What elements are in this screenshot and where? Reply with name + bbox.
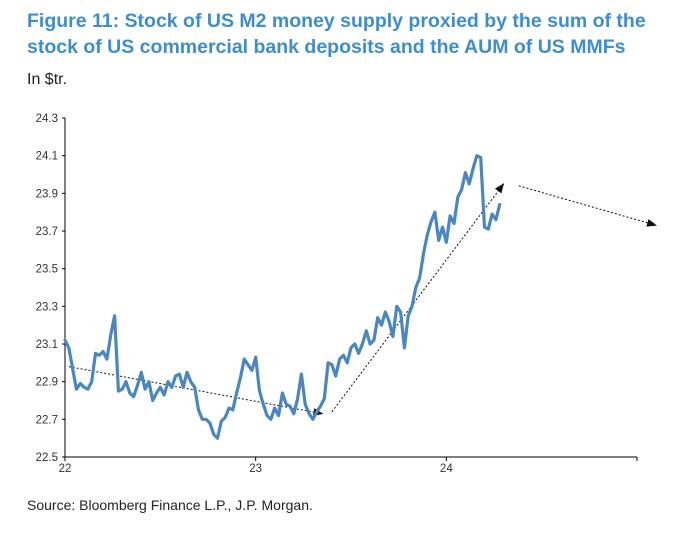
trend-arrow bbox=[331, 183, 505, 413]
y-tick-label: 24.3 bbox=[36, 113, 58, 125]
y-tick-label: 22.9 bbox=[36, 377, 58, 389]
chart-axes: 22.5 22.7 22.9 23.1 23.3 23.5 23.7 23.9 24.1 24.3… bbox=[36, 113, 638, 475]
trend-annotations bbox=[68, 183, 658, 416]
x-tick-label: 23 bbox=[249, 463, 262, 475]
y-tick-label: 22.7 bbox=[36, 414, 58, 426]
trend-arrow bbox=[518, 185, 658, 227]
unit-label: In $tr. bbox=[27, 71, 68, 88]
chart-title-line-2: stock of US commercial bank deposits and… bbox=[27, 36, 626, 58]
y-tick-label: 23.1 bbox=[36, 339, 58, 351]
y-tick-label: 23.3 bbox=[36, 301, 58, 313]
source-note: Source: Bloomberg Finance L.P., J.P. Mor… bbox=[27, 497, 313, 513]
chart-title: Figure 11: Stock of US M2 money supply p… bbox=[27, 8, 677, 60]
x-tick-label: 24 bbox=[440, 463, 453, 475]
y-tick-label: 23.7 bbox=[36, 226, 58, 238]
series-line bbox=[63, 154, 502, 440]
y-tick-label: 23.5 bbox=[36, 264, 58, 276]
x-tick-label: 22 bbox=[59, 463, 72, 475]
y-tick-label: 24.1 bbox=[36, 151, 58, 163]
y-tick-label: 22.5 bbox=[36, 452, 58, 464]
chart-title-line-1: Figure 11: Stock of US M2 money supply p… bbox=[27, 10, 646, 32]
chart-series bbox=[63, 154, 502, 440]
y-tick-label: 23.9 bbox=[36, 188, 58, 200]
